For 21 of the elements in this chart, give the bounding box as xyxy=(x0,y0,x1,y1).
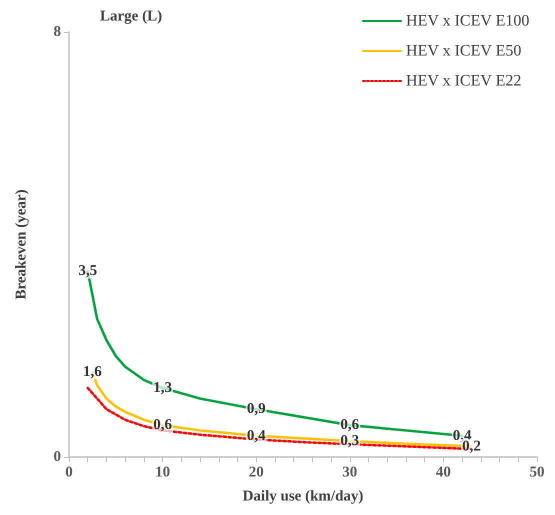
legend-label: HEV x ICEV E100 xyxy=(406,12,530,30)
x-tick-label: 50 xyxy=(530,464,544,480)
x-tick-label: 40 xyxy=(436,464,451,480)
data-label: 0,9 xyxy=(246,401,266,418)
chart-title: Large (L) xyxy=(100,8,162,24)
data-label: 1,6 xyxy=(83,364,102,380)
x-tick-label: 10 xyxy=(155,464,170,480)
x-tick-label: 0 xyxy=(65,464,73,480)
data-label: 0,4 xyxy=(246,428,266,444)
y-axis-title: Breakeven (year) xyxy=(14,189,30,300)
data-label: 0,6 xyxy=(340,417,360,434)
legend-label: HEV x ICEV E50 xyxy=(406,42,522,60)
data-label: 0,6 xyxy=(153,417,172,434)
data-label: 3,5 xyxy=(78,263,98,280)
legend-label: HEV x ICEV E22 xyxy=(406,72,522,90)
data-label: 0,3 xyxy=(340,433,360,450)
y-tick-label: 8 xyxy=(54,24,61,40)
x-axis-title: Daily use (km/day) xyxy=(242,488,364,504)
data-label: 1,3 xyxy=(153,380,172,396)
x-tick-label: 20 xyxy=(248,464,264,480)
x-tick-label: 30 xyxy=(342,464,358,480)
